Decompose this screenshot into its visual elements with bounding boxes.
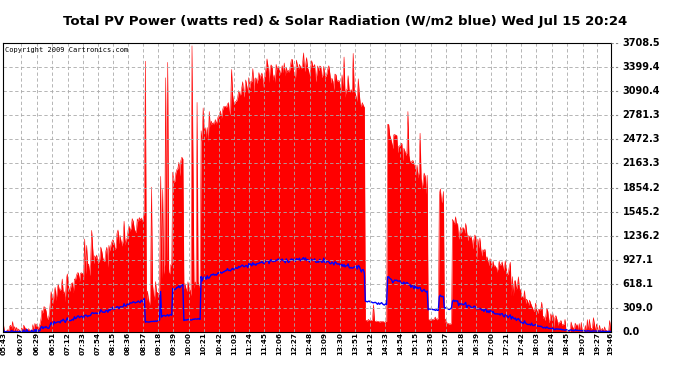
- Text: 07:12: 07:12: [65, 332, 70, 355]
- Text: 16:39: 16:39: [473, 332, 479, 355]
- Text: 08:15: 08:15: [110, 332, 116, 355]
- Text: 2472.3: 2472.3: [622, 134, 660, 144]
- Text: Copyright 2009 Cartronics.com: Copyright 2009 Cartronics.com: [6, 48, 128, 54]
- Text: 12:06: 12:06: [276, 332, 282, 355]
- Text: 06:07: 06:07: [18, 332, 23, 355]
- Text: 08:36: 08:36: [125, 332, 131, 355]
- Text: 1236.2: 1236.2: [622, 231, 660, 241]
- Text: 13:09: 13:09: [322, 332, 328, 355]
- Text: 10:00: 10:00: [186, 332, 192, 355]
- Text: 1545.2: 1545.2: [622, 207, 660, 217]
- Text: 17:00: 17:00: [488, 332, 494, 355]
- Text: 19:46: 19:46: [608, 332, 613, 355]
- Text: 618.1: 618.1: [622, 279, 653, 289]
- Text: 13:51: 13:51: [352, 332, 358, 355]
- Text: 14:33: 14:33: [382, 332, 388, 355]
- Text: 07:33: 07:33: [79, 332, 86, 355]
- Text: 11:45: 11:45: [262, 332, 267, 355]
- Text: 09:18: 09:18: [155, 332, 161, 355]
- Text: 19:07: 19:07: [580, 332, 586, 355]
- Text: 15:57: 15:57: [443, 332, 448, 355]
- Text: 15:15: 15:15: [413, 332, 418, 355]
- Text: 18:45: 18:45: [564, 332, 570, 355]
- Text: 11:24: 11:24: [246, 332, 252, 355]
- Text: 3708.5: 3708.5: [622, 38, 660, 48]
- Text: 2163.3: 2163.3: [622, 158, 660, 168]
- Text: 18:24: 18:24: [549, 332, 555, 355]
- Text: 08:57: 08:57: [140, 332, 146, 355]
- Text: 06:51: 06:51: [50, 332, 55, 355]
- Text: 16:18: 16:18: [458, 332, 464, 355]
- Text: 10:42: 10:42: [216, 332, 221, 355]
- Text: 0.0: 0.0: [622, 327, 640, 337]
- Text: 10:21: 10:21: [201, 332, 207, 355]
- Text: Total PV Power (watts red) & Solar Radiation (W/m2 blue) Wed Jul 15 20:24: Total PV Power (watts red) & Solar Radia…: [63, 15, 627, 28]
- Text: 3090.4: 3090.4: [622, 86, 660, 96]
- Text: 927.1: 927.1: [622, 255, 653, 265]
- Text: 309.0: 309.0: [622, 303, 653, 313]
- Text: 05:43: 05:43: [1, 332, 6, 355]
- Text: 18:03: 18:03: [533, 332, 540, 355]
- Text: 3399.4: 3399.4: [622, 62, 660, 72]
- Text: 14:12: 14:12: [367, 332, 373, 355]
- Text: 07:54: 07:54: [95, 332, 101, 355]
- Text: 14:54: 14:54: [397, 332, 404, 355]
- Text: 19:27: 19:27: [594, 332, 600, 355]
- Text: 09:39: 09:39: [170, 332, 177, 355]
- Text: 17:42: 17:42: [518, 332, 524, 355]
- Text: 11:03: 11:03: [231, 332, 237, 355]
- Text: 2781.3: 2781.3: [622, 110, 660, 120]
- Text: 15:36: 15:36: [428, 332, 433, 355]
- Text: 06:29: 06:29: [34, 332, 39, 355]
- Text: 1854.2: 1854.2: [622, 183, 660, 192]
- Text: 12:27: 12:27: [291, 332, 297, 355]
- Text: 17:21: 17:21: [503, 332, 509, 355]
- Text: 12:48: 12:48: [306, 332, 313, 355]
- Text: 13:30: 13:30: [337, 332, 343, 355]
